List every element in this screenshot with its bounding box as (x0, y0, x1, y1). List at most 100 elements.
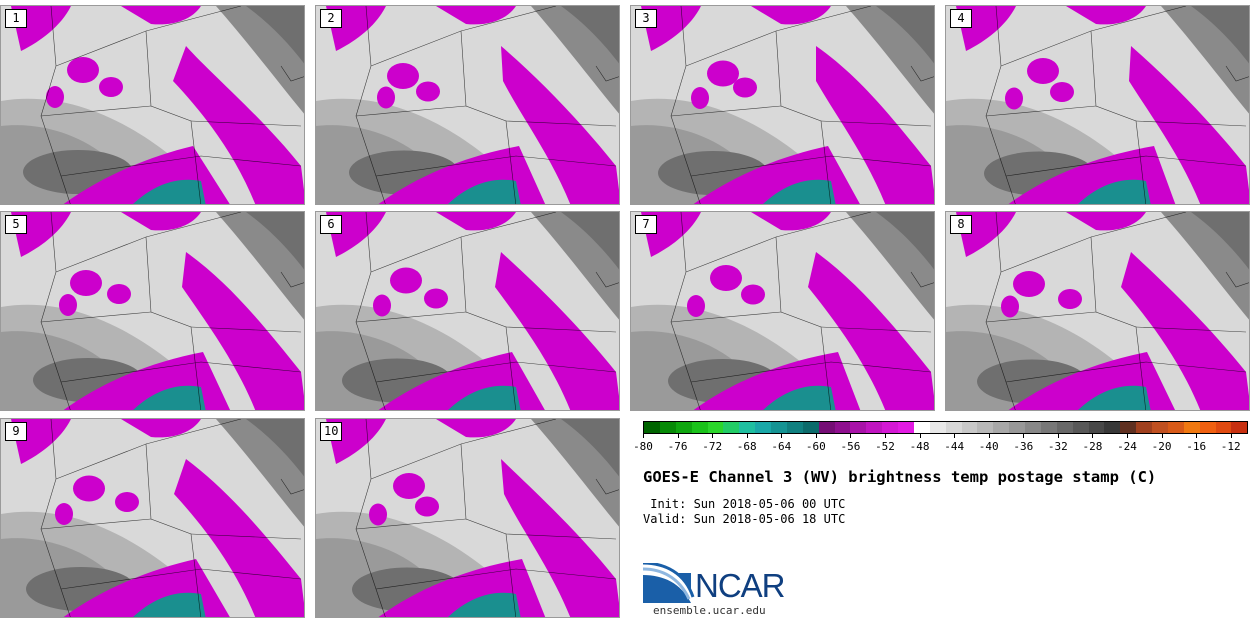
panel-number-label: 2 (320, 9, 342, 28)
colorbar-tick (677, 434, 679, 438)
map-panel-10: 10 (315, 418, 620, 618)
colorbar-segment (834, 422, 851, 433)
colorbar-segment (1040, 422, 1057, 433)
colorbar-segment (1088, 422, 1105, 433)
colorbar-segment (866, 422, 883, 433)
panel-number-label: 10 (320, 422, 343, 441)
colorbar-tick (1161, 434, 1163, 438)
panel-number-label: 5 (5, 215, 27, 234)
map-panel-7: 7 (630, 211, 935, 411)
colorbar-tick-label: -64 (771, 440, 792, 453)
colorbar-segment (675, 422, 692, 433)
colorbar-segment (1104, 422, 1121, 433)
colorbar-segment (818, 422, 835, 433)
colorbar-segment (929, 422, 946, 433)
colorbar-tick-label: -68 (736, 440, 757, 453)
panel-number-label: 6 (320, 215, 342, 234)
colorbar-segment (755, 422, 771, 433)
colorbar-tick (1023, 434, 1025, 438)
colorbar-segment (913, 422, 930, 433)
colorbar-tick (850, 434, 852, 438)
colorbar-tick (781, 434, 783, 438)
colorbar-tick-label: -12 (1220, 440, 1241, 453)
colorbar-tick-label: -16 (1186, 440, 1207, 453)
colorbar-segment (659, 422, 676, 433)
colorbar-segment (850, 422, 867, 433)
colorbar-segment (993, 422, 1010, 433)
colorbar-tick-label: -44 (944, 440, 965, 453)
panel-number-label: 3 (635, 9, 657, 28)
colorbar-tick-label: -40 (978, 440, 999, 453)
colorbar-tick (1230, 434, 1232, 438)
ncar-logo-icon (643, 563, 695, 603)
colorbar-tick (815, 434, 817, 438)
colorbar-segment (882, 422, 898, 433)
colorbar-segment (644, 422, 660, 433)
colorbar-segment (1215, 422, 1232, 433)
colorbar-segment (802, 422, 819, 433)
colorbar-tick-label: -28 (1082, 440, 1103, 453)
map-panel-1: 1 (0, 5, 305, 205)
colorbar-segment (1072, 422, 1089, 433)
map-panel-8: 8 (945, 211, 1250, 411)
colorbar-tick-label: -36 (1013, 440, 1034, 453)
colorbar-segment (723, 422, 740, 433)
colorbar-tick-label: -56 (840, 440, 861, 453)
colorbar-segment (898, 422, 914, 433)
map-panel-3: 3 (630, 5, 935, 205)
colorbar-segment (1056, 422, 1073, 433)
colorbar-segment (786, 422, 803, 433)
panel-number-label: 4 (950, 9, 972, 28)
colorbar-ticks: -80 -76 -72 -68 -64 -60 -56 -52 -48 -44 -40 -36 -32 -… (633, 434, 1248, 454)
colorbar-tick-label: -48 (909, 440, 930, 453)
colorbar-segment (1025, 422, 1041, 433)
init-time: Init: Sun 2018-05-06 00 UTC (643, 497, 846, 511)
colorbar-segment (1152, 422, 1168, 433)
colorbar-segment (771, 422, 787, 433)
colorbar-segment (1136, 422, 1152, 433)
colorbar-tick (954, 434, 956, 438)
colorbar-segment (1199, 422, 1216, 433)
colorbar-segment (1167, 422, 1184, 433)
colorbar-segment (1231, 422, 1248, 433)
colorbar-segment (739, 422, 756, 433)
colorbar-tick-label: -72 (702, 440, 723, 453)
panel-number-label: 7 (635, 215, 657, 234)
colorbar-segment (961, 422, 978, 433)
colorbar (643, 421, 1248, 434)
colorbar-tick (1196, 434, 1198, 438)
map-panel-2: 2 (315, 5, 620, 205)
map-panel-4: 4 (945, 5, 1250, 205)
map-panel-6: 6 (315, 211, 620, 411)
colorbar-segment (1183, 422, 1200, 433)
colorbar-segment (1009, 422, 1025, 433)
colorbar-segment (707, 422, 724, 433)
colorbar-tick (1092, 434, 1094, 438)
colorbar-tick (643, 434, 644, 438)
colorbar-tick-label: -52 (875, 440, 895, 453)
valid-time: Valid: Sun 2018-05-06 18 UTC (643, 512, 846, 526)
panel-number-label: 9 (5, 422, 27, 441)
colorbar-tick-label: -24 (1117, 440, 1137, 453)
figure-title: GOES-E Channel 3 (WV) brightness temp po… (643, 468, 1157, 486)
colorbar-tick (919, 434, 921, 438)
colorbar-tick (712, 434, 714, 438)
colorbar-tick-label: -80 (633, 440, 653, 453)
colorbar-tick (988, 434, 990, 438)
panel-number-label: 1 (5, 9, 27, 28)
colorbar-segment (691, 422, 708, 433)
colorbar-tick (1057, 434, 1059, 438)
colorbar-tick-label: -60 (805, 440, 826, 453)
colorbar-tick (746, 434, 748, 438)
colorbar-segment (945, 422, 962, 433)
colorbar-tick-label: -32 (1047, 440, 1068, 453)
site-url: ensemble.ucar.edu (653, 604, 766, 617)
colorbar-tick-label: -20 (1151, 440, 1172, 453)
colorbar-tick-label: -76 (667, 440, 688, 453)
colorbar-tick (885, 434, 886, 438)
panel-number-label: 8 (950, 215, 972, 234)
map-panel-9: 9 (0, 418, 305, 618)
map-panel-5: 5 (0, 211, 305, 411)
colorbar-segment (977, 422, 994, 433)
ncar-logo-text: NCAR (695, 567, 786, 604)
